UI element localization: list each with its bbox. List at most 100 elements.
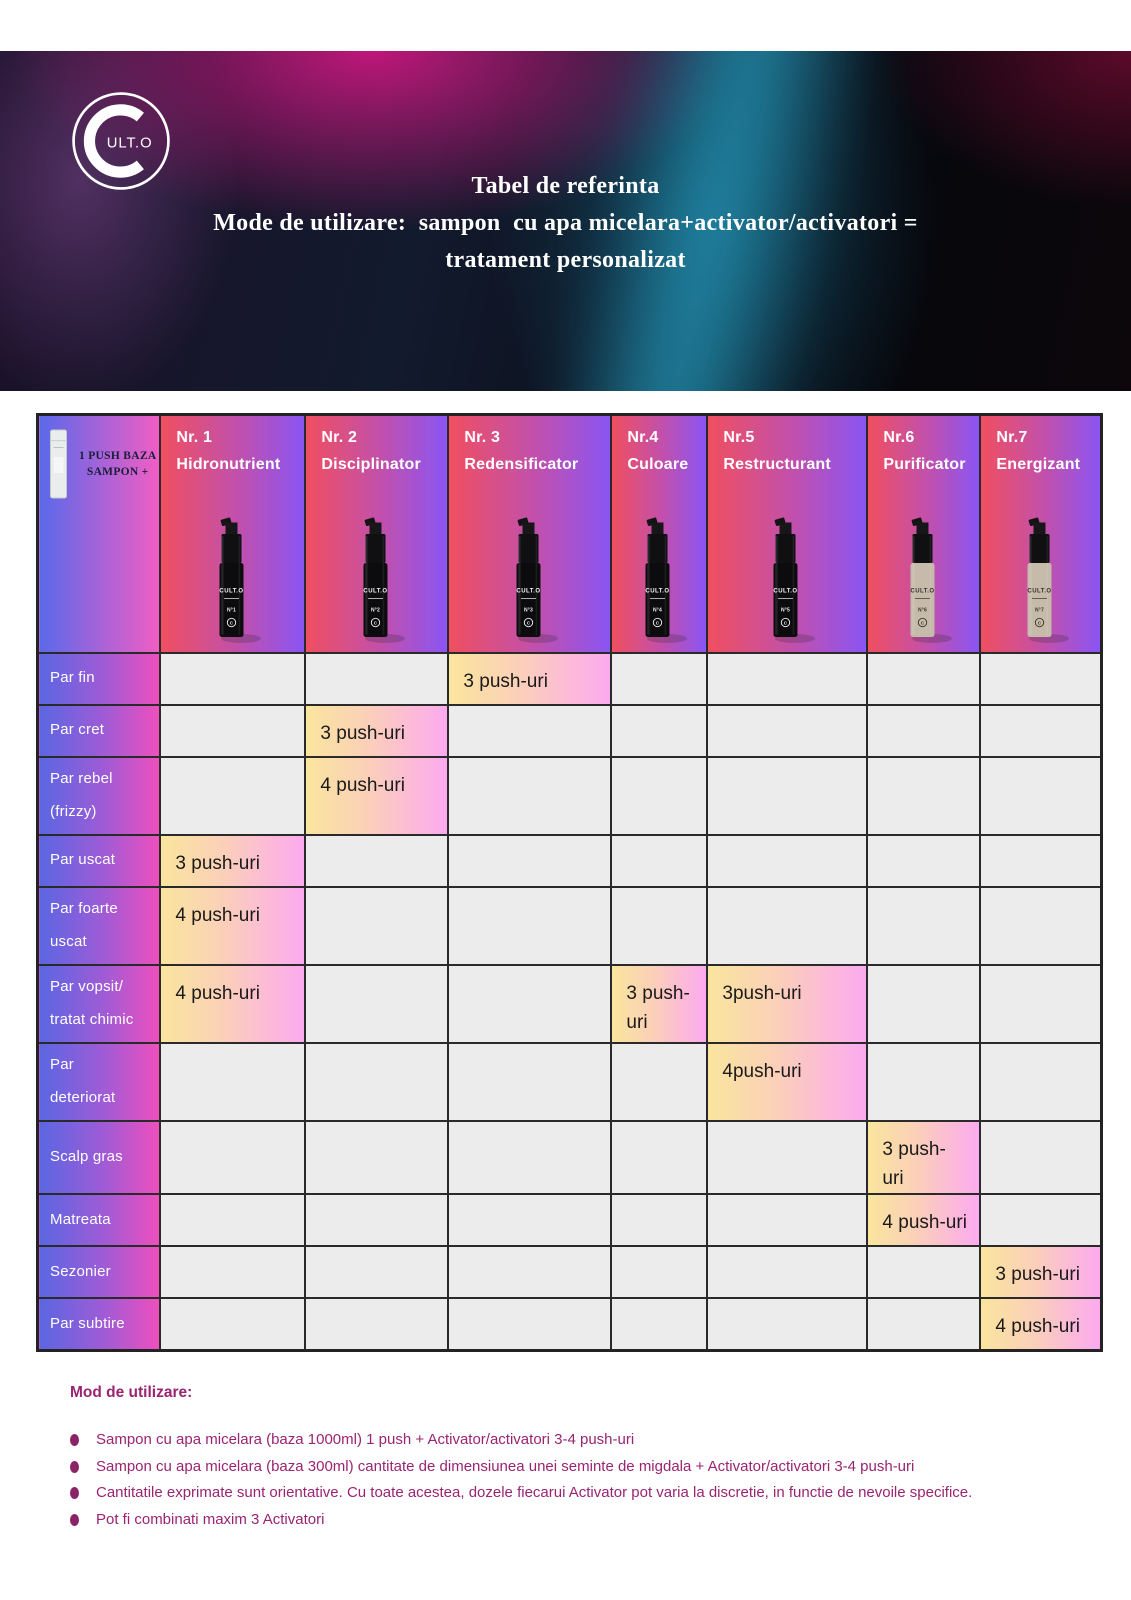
empty-cell [610, 885, 709, 966]
empty-cell [979, 885, 1103, 966]
column-name: Redensificator [464, 456, 579, 473]
empty-cell [866, 1245, 982, 1300]
column-number: Nr. 2 [321, 429, 358, 446]
empty-cell [979, 755, 1103, 836]
bottle-logo-c: C [527, 620, 531, 625]
bullet-icon [70, 1513, 79, 1526]
dose-cell: 3 push-uri [979, 1245, 1103, 1300]
bottle-number-text: N°6 [918, 607, 927, 613]
empty-cell [447, 963, 613, 1044]
empty-cell [706, 1297, 869, 1352]
empty-cell [159, 1193, 307, 1248]
row-label: Par subtire [36, 1297, 162, 1352]
empty-cell [706, 651, 869, 706]
empty-cell [866, 963, 982, 1044]
column-number: Nr. 1 [176, 429, 213, 446]
bottle-brand-text: CULT.O [1027, 588, 1051, 594]
column-name: Hidronutrient [176, 456, 281, 473]
dose-cell: 4 push-uri [159, 963, 307, 1044]
hero-titles: Tabel de referinta Mode de utilizare: sa… [0, 168, 1131, 279]
table-row-par-cret: Par cret 3 push-uri [36, 703, 1103, 758]
bottle-number-text: N°5 [781, 607, 790, 613]
activator-bottle-icon: CULT.O N°5 C [774, 516, 816, 643]
column-name: Culoare [627, 456, 689, 473]
row-label: Matreata [36, 1193, 162, 1248]
empty-cell [159, 651, 307, 706]
usage-note: Sampon cu apa micelara (baza 1000ml) 1 p… [70, 1431, 972, 1449]
empty-cell [706, 885, 869, 966]
empty-cell [304, 1297, 450, 1352]
activator-bottle-icon: CULT.O N°2 C [363, 516, 405, 643]
reference-table-wrap: 1 PUSH BAZA SAMPON + Nr. 1 Hidronutrient… [36, 413, 1103, 1352]
empty-cell [447, 1041, 613, 1122]
row-label: Par cret [36, 703, 162, 758]
bottle-brand-text: CULT.O [363, 588, 387, 594]
column-name: Restructurant [723, 456, 831, 473]
row-label: Par foarte uscat [36, 885, 162, 966]
column-header-5: Nr.5 Restructurant CULT.O N°5 C [706, 413, 869, 654]
empty-cell [447, 1245, 613, 1300]
logo-text: ULT.O [107, 136, 153, 152]
bottle-logo-c: C [921, 620, 925, 625]
column-number: Nr.7 [996, 429, 1028, 446]
empty-cell [159, 1245, 307, 1300]
dose-cell: 4 push-uri [866, 1193, 982, 1248]
empty-cell [706, 1193, 869, 1248]
table-row-scalp-gras: Scalp gras 3 push- uri [36, 1119, 1103, 1196]
column-header-4: Nr.4 Culoare CULT.O N°4 C [610, 413, 709, 654]
column-header-6: Nr.6 Purificator CULT.O N°6 C [866, 413, 982, 654]
empty-cell [866, 703, 982, 758]
usage-note-text: Cantitatile exprimate sunt orientative. … [96, 1484, 973, 1501]
hero-title-line-1: Tabel de referinta [471, 173, 660, 199]
column-name: Purificator [883, 456, 966, 473]
usage-section-title: Mod de utilizare: [70, 1384, 193, 1401]
dose-cell: 3 push-uri [159, 833, 307, 888]
bottle-number-text: N°4 [653, 607, 662, 613]
empty-cell [304, 833, 450, 888]
empty-cell [610, 1041, 709, 1122]
reference-table: 1 PUSH BAZA SAMPON + Nr. 1 Hidronutrient… [36, 413, 1103, 1352]
bullet-icon [70, 1434, 79, 1446]
empty-cell [979, 833, 1103, 888]
usage-note-text: Sampon cu apa micelara (baza 300ml) cant… [96, 1457, 915, 1475]
empty-cell [979, 1119, 1103, 1196]
culto-logo-icon: ULT.O [72, 92, 170, 190]
table-row-par-vopsit: Par vopsit/ tratat chimic 4 push-uri 3 pus… [36, 963, 1103, 1044]
usage-note: Pot fi combinati maxim 3 Activatori [70, 1511, 972, 1529]
empty-cell [304, 885, 450, 966]
dose-cell: 4 push-uri [159, 885, 307, 966]
column-number: Nr. 3 [464, 429, 501, 446]
table-row-matreata: Matreata 4 push-uri [36, 1193, 1103, 1248]
column-header-3: Nr. 3 Redensificator CULT.O N°3 C [447, 413, 613, 654]
empty-cell [159, 755, 307, 836]
empty-cell [159, 1119, 307, 1196]
empty-cell [979, 1041, 1103, 1122]
table-row-par-rebel: Par rebel (frizzy) 4 push-uri [36, 755, 1103, 836]
empty-cell [866, 755, 982, 836]
empty-cell [304, 1193, 450, 1248]
usage-note-text: Sampon cu apa micelara (baza 1000ml) 1 p… [96, 1431, 635, 1448]
empty-cell [610, 1245, 709, 1300]
bottle-number-text: N°1 [227, 607, 236, 613]
empty-cell [706, 1245, 869, 1300]
bottle-logo-c: C [656, 620, 660, 625]
empty-cell [610, 651, 709, 706]
dose-cell: 3 push-uri [304, 703, 450, 758]
bullet-icon [70, 1460, 79, 1473]
empty-cell [979, 703, 1103, 758]
row-label: Par rebel (frizzy) [36, 755, 162, 836]
dose-cell: 4 push-uri [979, 1297, 1103, 1352]
bottle-brand-text: CULT.O [774, 588, 798, 594]
usage-note: Sampon cu apa micelara (baza 300ml) cant… [70, 1458, 972, 1476]
bottle-brand-text: CULT.O [910, 588, 934, 594]
empty-cell [706, 1119, 869, 1196]
empty-cell [447, 703, 613, 758]
hero-title-line-2: Mode de utilizare: sampon cu apa micelar… [213, 210, 918, 236]
column-header-7: Nr.7 Energizant CULT.O N°7 C [979, 413, 1103, 654]
column-name: Energizant [996, 456, 1081, 473]
empty-cell [304, 1245, 450, 1300]
empty-cell [447, 1297, 613, 1352]
column-header-1: Nr. 1 Hidronutrient CULT.O N°1 C [159, 413, 307, 654]
empty-cell [866, 833, 982, 888]
row-label: Par uscat [36, 833, 162, 888]
